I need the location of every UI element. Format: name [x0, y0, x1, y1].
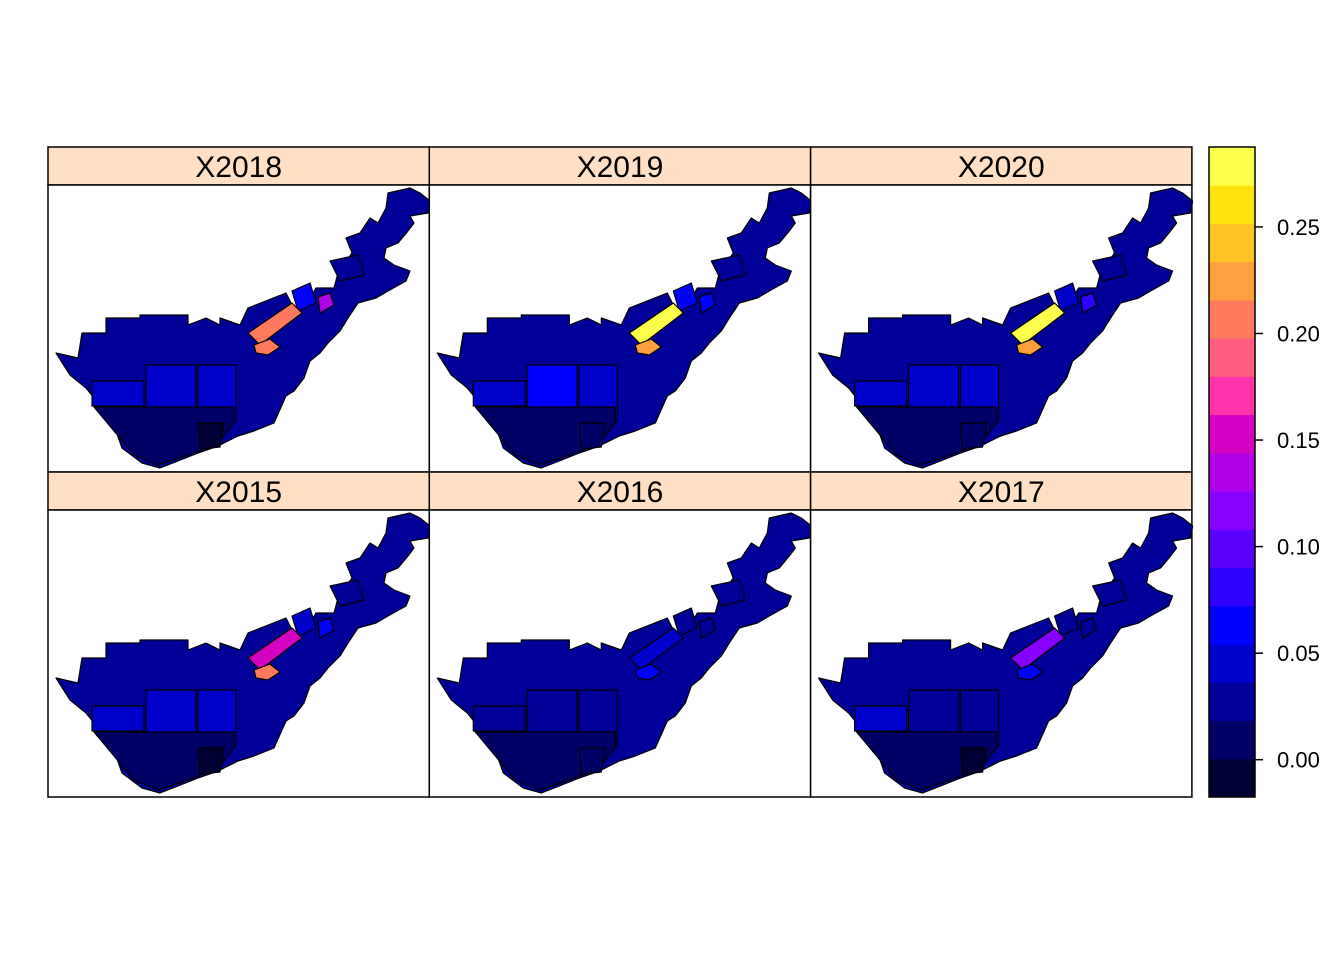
region-hot-strip: [628, 302, 684, 346]
key-tick-label: 0.25: [1277, 215, 1320, 240]
region-hot-strip: [1009, 302, 1066, 346]
region-north: [710, 254, 746, 282]
panel-strip: [428, 146, 812, 186]
panel-title: X2020: [958, 151, 1045, 184]
region-hot-strip: [247, 627, 303, 671]
region-side: [317, 292, 335, 314]
region-east: [672, 282, 698, 312]
region-left: [91, 705, 145, 732]
panel-x2016: X2016: [428, 471, 812, 798]
region-hot-strip: [1009, 627, 1066, 671]
region-side: [1079, 292, 1098, 314]
key-swatch: [1209, 567, 1255, 607]
region-east: [672, 607, 698, 637]
panel-strip: [809, 471, 1193, 511]
key-swatch: [1209, 299, 1255, 339]
region-east: [1053, 282, 1080, 312]
panel-title: X2018: [195, 151, 282, 184]
region-hot-strip: [247, 302, 303, 346]
region-north: [329, 254, 365, 282]
key-swatch: [1209, 261, 1255, 301]
panel-title: X2015: [195, 476, 282, 509]
region-left: [472, 380, 526, 407]
key-tick-label: 0.20: [1277, 321, 1320, 346]
map-panels: X2018 X2019 X2020 X2015 X2016 X2017: [47, 146, 1194, 798]
region-east: [291, 282, 317, 312]
key-swatch: [1209, 720, 1255, 760]
region-hot-patch: [634, 663, 662, 681]
region-left: [853, 705, 908, 732]
map: [55, 187, 431, 469]
key-tick-label: 0.00: [1277, 748, 1320, 773]
panel-strip: [809, 146, 1193, 186]
panel-x2018: X2018: [47, 146, 431, 473]
region-hot-patch: [1015, 338, 1044, 356]
panel-title: X2016: [577, 476, 664, 509]
region-south-box: [578, 422, 606, 450]
region-south-box: [578, 747, 606, 775]
panel-x2020: X2020: [809, 146, 1194, 473]
key-swatch: [1209, 414, 1255, 454]
region-south-box: [197, 747, 225, 775]
region-hot-strip: [628, 627, 684, 671]
region-south: [855, 406, 998, 466]
region-hot-patch: [634, 338, 662, 356]
region-hot-patch: [253, 663, 281, 681]
key-swatch: [1209, 376, 1255, 416]
map: [817, 512, 1194, 794]
region-left: [472, 705, 526, 732]
key-tick-label: 0.15: [1277, 428, 1320, 453]
panel-x2017: X2017: [809, 471, 1194, 798]
region-north: [1091, 254, 1128, 282]
map: [436, 187, 812, 469]
region-south: [474, 731, 616, 791]
region-south: [93, 406, 235, 466]
key-frame: [1208, 146, 1256, 798]
region-side: [698, 617, 716, 639]
region-south: [855, 731, 998, 791]
region-east: [291, 607, 317, 637]
key-swatch: [1209, 452, 1255, 492]
region-left: [853, 380, 908, 407]
key-swatch: [1209, 644, 1255, 683]
key-swatch: [1209, 605, 1255, 645]
region-side: [317, 617, 335, 639]
region-north: [329, 579, 365, 607]
region-left: [91, 380, 145, 407]
panel-x2019: X2019: [428, 146, 812, 473]
panel-strip: [47, 146, 431, 186]
key-swatch: [1209, 338, 1255, 377]
region-south: [474, 406, 616, 466]
color-key: 0.00 0.05 0.10 0.15 0.20 0.25: [1208, 146, 1320, 798]
panel-strip: [47, 471, 431, 511]
key-swatch: [1209, 223, 1255, 263]
panel-title: X2017: [958, 476, 1045, 509]
region-south-box: [959, 747, 988, 775]
region-south: [93, 731, 235, 791]
key-swatch: [1209, 758, 1255, 798]
region-south-box: [197, 422, 225, 450]
region-south-box: [959, 422, 988, 450]
region-north: [1091, 579, 1128, 607]
key-swatch: [1209, 491, 1255, 530]
map: [55, 512, 431, 794]
region-side: [698, 292, 716, 314]
region-hot-patch: [1015, 663, 1044, 681]
region-side: [1079, 617, 1098, 639]
map: [817, 187, 1194, 469]
panel-x2015: X2015: [47, 471, 431, 798]
key-swatch: [1209, 147, 1255, 186]
map: [436, 512, 812, 794]
region-east: [1053, 607, 1080, 637]
key-swatch: [1209, 185, 1255, 224]
key-tick-label: 0.05: [1277, 641, 1320, 666]
key-tick-label: 0.10: [1277, 535, 1320, 560]
region-north: [710, 579, 746, 607]
panel-title: X2019: [577, 151, 664, 184]
key-swatch: [1209, 529, 1255, 569]
key-swatch: [1209, 682, 1255, 722]
region-hot-patch: [253, 338, 281, 356]
